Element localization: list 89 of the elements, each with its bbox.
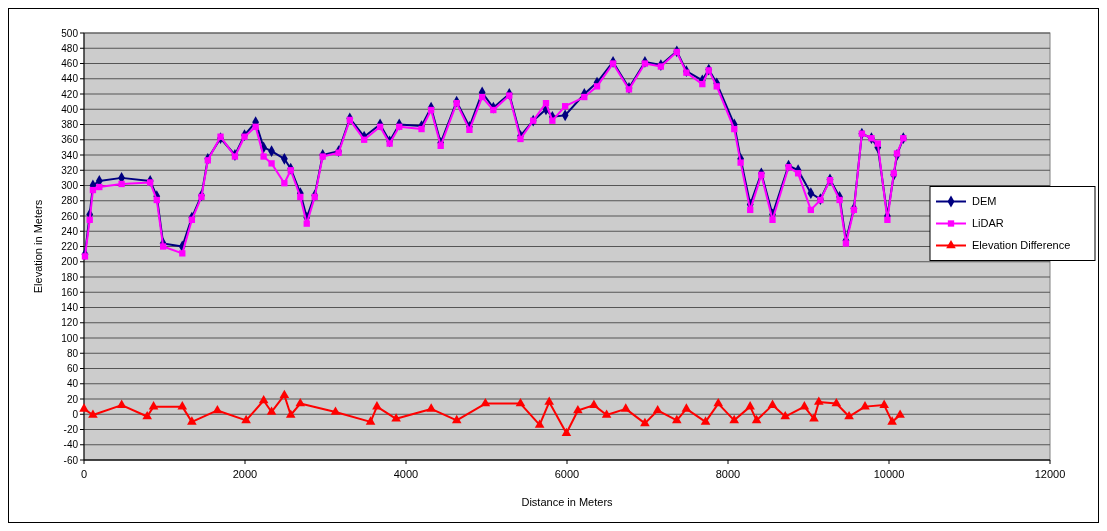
point (879, 399, 889, 408)
y-tick-label: 20 (66, 393, 79, 405)
legend-label: LiDAR (972, 217, 1004, 230)
point (700, 416, 711, 425)
point (561, 427, 572, 437)
point (88, 409, 98, 418)
point (767, 399, 778, 408)
x-tick-label: 2000 (232, 468, 258, 480)
y-tick-label: 200 (61, 256, 79, 268)
point (365, 416, 376, 425)
y-tick-label: -40 (63, 439, 79, 451)
x-tick-label: 4000 (393, 468, 419, 480)
point (751, 414, 762, 424)
point (295, 398, 306, 407)
y-tick-label: 400 (61, 103, 79, 115)
x-tick-label: 6000 (554, 468, 580, 480)
point (426, 403, 436, 412)
y-tick-label: 340 (61, 149, 79, 161)
y-tick-label: 480 (61, 42, 79, 54)
point (142, 410, 152, 420)
x-tick-label: 10000 (873, 468, 905, 480)
point (799, 401, 810, 410)
point (534, 419, 545, 428)
y-tick-label: 440 (61, 73, 79, 85)
point (330, 406, 341, 415)
point (515, 398, 526, 407)
y-tick-label: 120 (61, 317, 79, 329)
y-tick-label: 260 (61, 210, 79, 222)
point (279, 389, 290, 398)
point (258, 394, 269, 404)
y-tick-label: 300 (61, 180, 79, 191)
y-tick-label: 180 (61, 271, 79, 283)
point (573, 404, 583, 414)
point (745, 401, 755, 410)
legend-label: Elevation Difference (972, 239, 1071, 252)
y-tick-label: 320 (61, 164, 79, 176)
point (391, 413, 401, 422)
y-tick-label: 160 (61, 286, 79, 298)
point (451, 414, 462, 424)
point (212, 404, 223, 414)
point (148, 401, 159, 410)
point (672, 414, 682, 424)
y-tick-label: 280 (61, 195, 79, 207)
y-tick-label: 100 (61, 332, 79, 344)
point (681, 403, 692, 412)
point (116, 399, 127, 408)
point (79, 403, 89, 412)
x-tick-label: 12000 (1034, 468, 1066, 480)
point (814, 396, 824, 405)
point (620, 403, 631, 412)
point (601, 409, 612, 418)
y-tick-label: 0 (72, 408, 79, 420)
point (480, 398, 491, 407)
x-axis-title: Distance in Meters (521, 496, 614, 508)
y-tick-label: 60 (66, 363, 79, 374)
point (266, 406, 277, 415)
point (860, 401, 870, 410)
point (177, 401, 188, 410)
point (895, 409, 905, 418)
point (729, 414, 739, 424)
y-tick-label: -60 (63, 454, 79, 466)
point (640, 417, 650, 427)
y-tick-label: 380 (61, 119, 79, 130)
point (187, 416, 197, 425)
point (831, 398, 842, 407)
legend-label: DEM (972, 195, 997, 208)
point (887, 416, 897, 425)
point (285, 409, 296, 418)
point (544, 396, 555, 405)
x-tick-label: 0 (80, 468, 88, 480)
point (589, 399, 599, 408)
y-tick-label: 80 (66, 347, 79, 359)
point (652, 404, 663, 414)
y-tick-label: -20 (63, 424, 79, 435)
y-tick-label: 360 (61, 134, 79, 146)
point (713, 398, 724, 407)
point (780, 410, 791, 420)
y-tick-label: 40 (66, 378, 79, 390)
y-axis-title: Elevation in Meters (32, 199, 44, 294)
point (844, 410, 854, 420)
y-tick-label: 140 (61, 302, 79, 313)
y-tick-label: 420 (61, 88, 79, 100)
y-tick-label: 500 (61, 27, 79, 39)
y-tick-label: 220 (61, 241, 79, 252)
point (241, 414, 251, 424)
y-tick-label: 460 (61, 58, 79, 69)
y-tick-label: 240 (61, 225, 79, 237)
x-tick-label: 8000 (715, 468, 741, 480)
point (809, 413, 819, 422)
